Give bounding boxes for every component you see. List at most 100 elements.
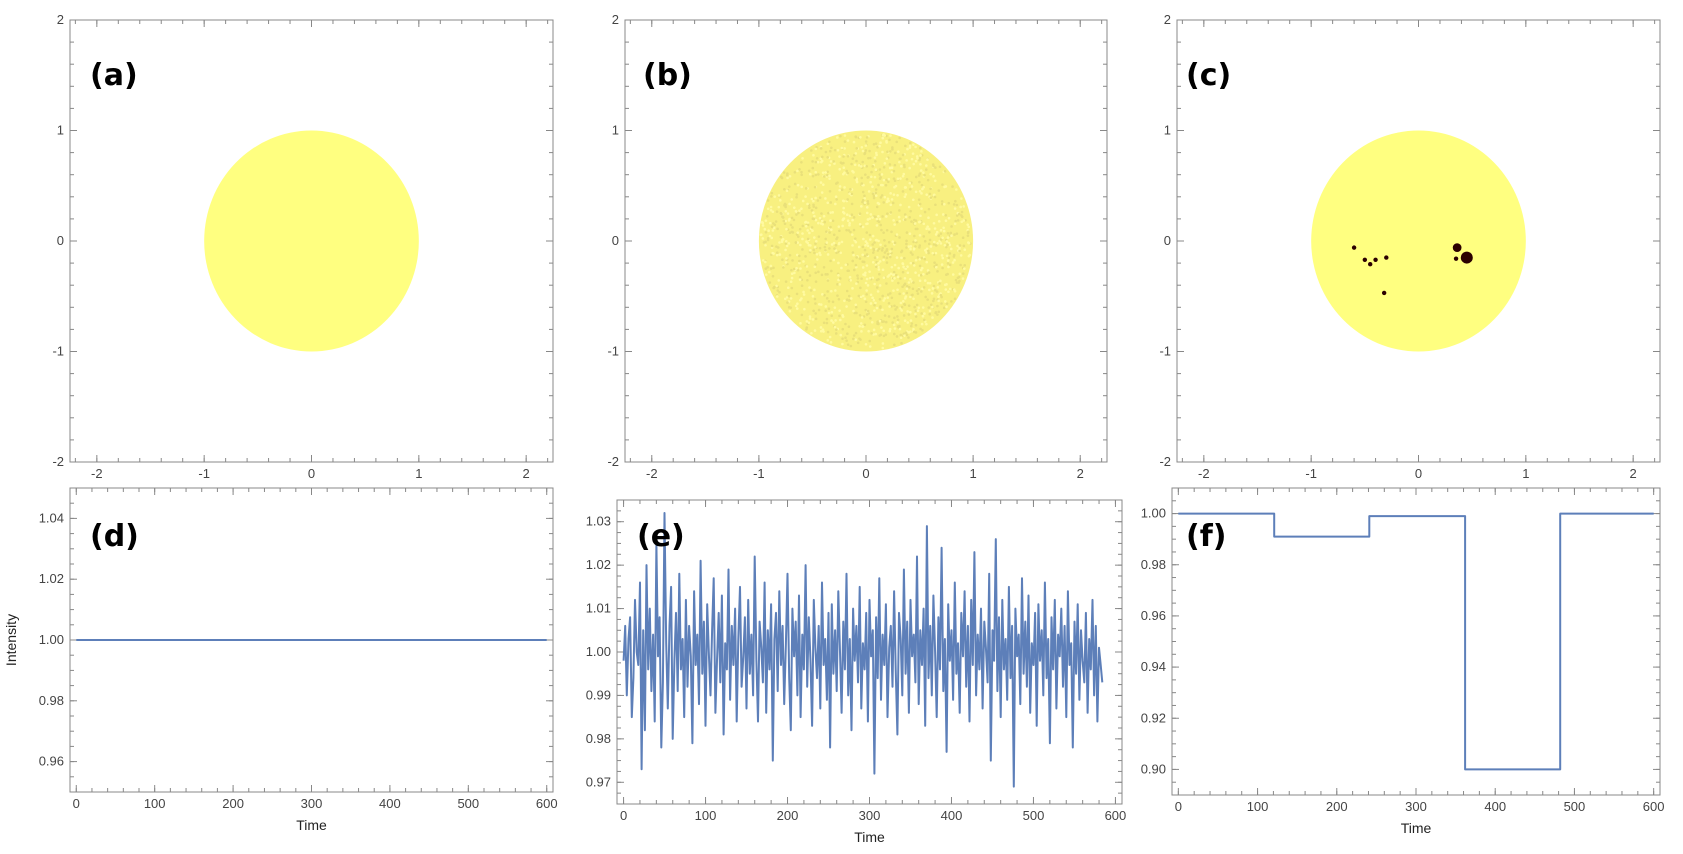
granule [772, 266, 775, 270]
granule [966, 234, 970, 237]
granule [927, 227, 931, 231]
sunspot [1452, 243, 1462, 252]
x-tick-label: 0 [308, 466, 315, 481]
x-tick-label: 600 [1105, 808, 1127, 823]
granule [867, 156, 870, 160]
granule [919, 146, 922, 150]
granule [840, 240, 844, 244]
granule [941, 236, 944, 240]
granule [893, 316, 896, 320]
granule [914, 219, 918, 222]
granule [861, 225, 865, 229]
granule [848, 214, 852, 218]
granule [895, 335, 899, 338]
granule [776, 289, 780, 292]
granule [924, 295, 927, 299]
granule [871, 192, 875, 196]
granule [885, 249, 888, 252]
granule [823, 220, 827, 224]
y-tick-label: 1 [1164, 123, 1171, 138]
granule [779, 235, 783, 239]
granule [909, 261, 913, 265]
granule [778, 241, 781, 244]
granule [934, 166, 937, 169]
x-tick-label: -2 [1198, 466, 1210, 481]
granule [805, 320, 809, 323]
granule [849, 344, 853, 348]
granule [810, 149, 813, 152]
granule [773, 195, 777, 198]
granule [811, 166, 815, 170]
granule [899, 157, 902, 161]
granule [772, 226, 776, 230]
granule [851, 287, 854, 290]
granule [888, 163, 892, 166]
granule [818, 251, 821, 255]
granule [854, 240, 858, 244]
granule [961, 277, 965, 280]
granule [821, 222, 824, 226]
granule [919, 169, 923, 172]
granule [951, 185, 954, 188]
granule [814, 240, 818, 243]
granule [952, 203, 956, 206]
granule [962, 205, 966, 208]
granule [967, 241, 971, 245]
granule [904, 144, 907, 148]
granule [955, 214, 959, 217]
granule [820, 273, 824, 277]
granule [929, 196, 933, 199]
granule [918, 190, 922, 193]
granule [833, 247, 836, 250]
granule [908, 215, 912, 219]
granule [903, 256, 906, 260]
granule [819, 157, 823, 160]
granule [963, 264, 967, 267]
granule [917, 306, 921, 310]
x-tick-label: 600 [1643, 799, 1665, 814]
granule [795, 292, 799, 296]
x-tick-label: 1 [1522, 466, 1529, 481]
granule [890, 198, 894, 201]
granule [882, 231, 885, 234]
x-tick-label: 0 [620, 808, 627, 823]
granule [919, 290, 923, 293]
granule [960, 215, 964, 219]
granule [877, 277, 880, 281]
granule [878, 247, 881, 251]
granule [861, 160, 865, 164]
granule [783, 202, 787, 206]
granule [830, 314, 834, 318]
y-tick-label: 0.96 [1141, 608, 1166, 623]
granule [870, 170, 873, 174]
granule [861, 190, 865, 194]
granule [813, 185, 817, 189]
granule [892, 289, 895, 292]
granule [854, 303, 858, 307]
granule [933, 227, 937, 230]
granule [887, 199, 890, 203]
granule [928, 230, 931, 234]
granule [768, 234, 772, 238]
y-tick-label: 0.94 [1141, 659, 1166, 674]
granule [829, 160, 833, 163]
granule [944, 300, 947, 303]
granule [896, 321, 899, 324]
granule [824, 309, 827, 313]
granule [908, 232, 912, 236]
granule [823, 245, 827, 249]
granule [857, 294, 861, 298]
granule [796, 235, 800, 238]
granule [918, 202, 922, 206]
granule [931, 305, 934, 309]
granule [896, 318, 900, 322]
granule [895, 306, 899, 309]
granule [874, 168, 878, 172]
granule [814, 280, 818, 283]
granule [824, 171, 827, 174]
granule [921, 306, 925, 309]
granule [905, 159, 908, 162]
granule [922, 272, 925, 276]
granule [884, 320, 888, 324]
granule [772, 222, 775, 225]
